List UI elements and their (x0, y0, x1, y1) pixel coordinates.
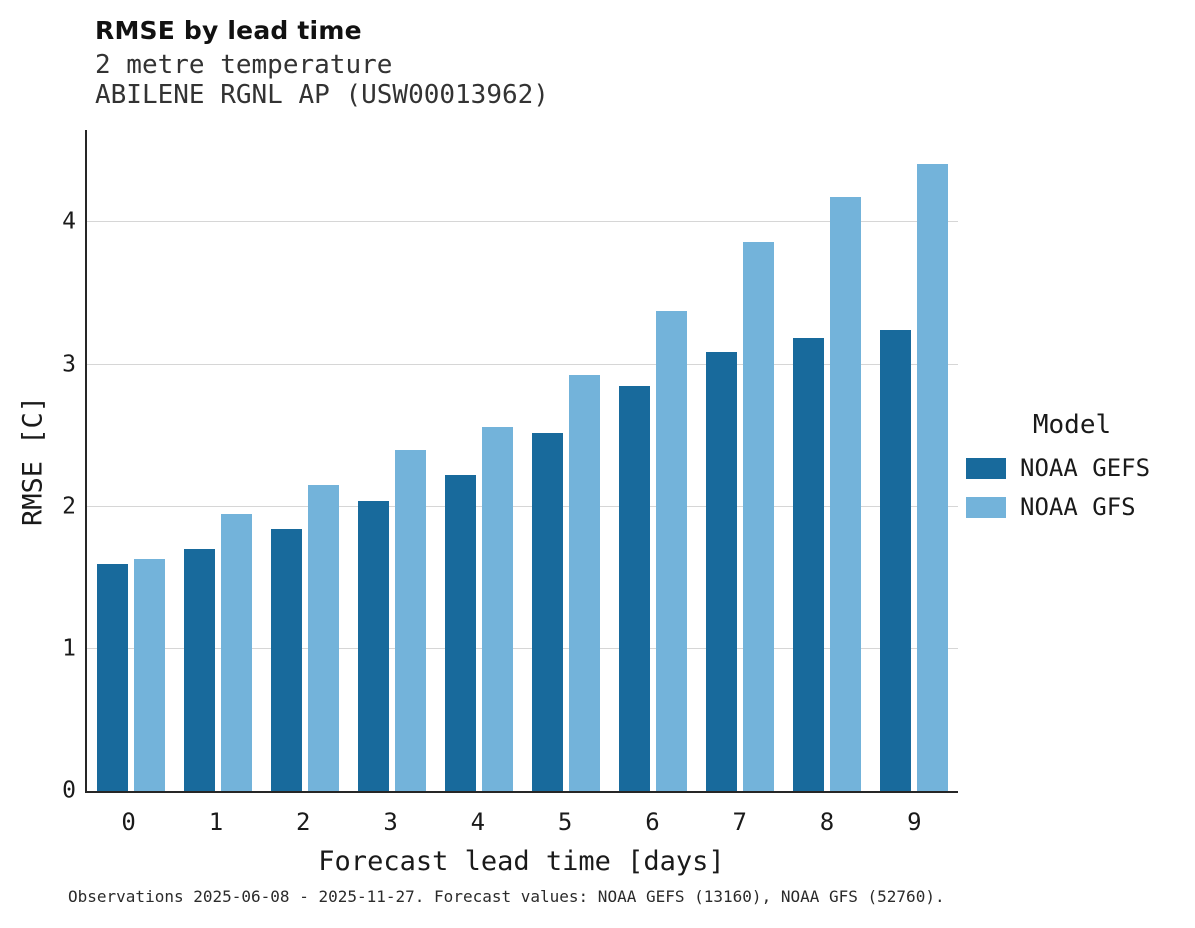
y-tick-label-0: 0 (62, 777, 76, 804)
bar-noaa-gefs-day-9 (880, 330, 912, 791)
plot-area: 0 1 2 3 4 (62, 130, 958, 802)
bar-noaa-gfs-day-6 (656, 310, 688, 791)
x-tick-label-3: 3 (383, 808, 398, 836)
chart-subtitle-variable: 2 metre temperature (95, 50, 393, 80)
bar-noaa-gefs-day-0 (96, 563, 128, 791)
legend-label: NOAA GFS (1020, 493, 1136, 521)
bar-group-day-0 (87, 130, 174, 791)
bar-noaa-gefs-day-2 (270, 529, 302, 791)
y-tick-label-3: 3 (62, 351, 76, 378)
chart-title: RMSE by lead time (95, 16, 362, 45)
gridline-y3 (87, 363, 958, 365)
y-tick-label-2: 2 (62, 493, 76, 520)
chart-subtitle-station: ABILENE RGNL AP (USW00013962) (95, 80, 549, 110)
y-tick-label-1: 1 (62, 635, 76, 662)
bar-group-day-1 (174, 130, 261, 791)
bar-noaa-gfs-day-9 (917, 164, 949, 791)
x-axis-ticks: 0 1 2 3 4 5 6 7 8 9 (85, 808, 958, 836)
bar-noaa-gfs-day-8 (830, 196, 862, 791)
bar-group-day-8 (784, 130, 871, 791)
y-axis-label: RMSE [C] (17, 395, 49, 527)
bar-noaa-gefs-day-4 (444, 475, 476, 791)
bar-noaa-gefs-day-6 (619, 385, 651, 791)
x-tick-label-4: 4 (470, 808, 486, 836)
legend-label: NOAA GEFS (1020, 454, 1151, 482)
bar-group-day-6 (610, 130, 697, 791)
bar-noaa-gefs-day-8 (793, 337, 825, 791)
x-tick-label-2: 2 (296, 808, 311, 836)
gridline-y1 (87, 647, 958, 649)
bar-noaa-gefs-day-5 (532, 432, 564, 791)
bar-group-day-7 (697, 130, 784, 791)
bar-group-day-2 (261, 130, 348, 791)
bar-noaa-gefs-day-7 (706, 351, 738, 791)
legend-swatch-icon (966, 496, 1006, 518)
legend: Model NOAA GEFS NOAA GFS (966, 410, 1178, 532)
bar-noaa-gfs-day-5 (569, 374, 601, 791)
legend-title: Model (1032, 410, 1112, 440)
gridline-y2 (87, 505, 958, 507)
legend-items: NOAA GEFS NOAA GFS (966, 454, 1178, 521)
bar-group-day-5 (522, 130, 609, 791)
legend-swatch-icon (966, 457, 1006, 479)
bar-noaa-gfs-day-3 (394, 449, 426, 791)
x-tick-label-7: 7 (732, 808, 747, 836)
bar-group-day-4 (435, 130, 522, 791)
x-axis-label: Forecast lead time [days] (318, 846, 725, 877)
x-tick-label-9: 9 (907, 808, 922, 836)
x-tick-label-6: 6 (645, 808, 660, 836)
legend-item-noaa-gefs: NOAA GEFS (966, 454, 1178, 482)
bar-group-day-3 (348, 130, 435, 791)
bar-noaa-gfs-day-7 (743, 242, 775, 791)
bar-group-day-9 (871, 130, 958, 791)
bar-noaa-gfs-day-4 (481, 427, 513, 791)
y-tick-label-4: 4 (62, 208, 76, 235)
x-tick-label-5: 5 (557, 808, 573, 836)
bar-noaa-gfs-day-0 (133, 559, 165, 791)
bar-noaa-gefs-day-1 (183, 549, 215, 791)
bar-noaa-gefs-day-3 (357, 501, 389, 791)
x-tick-label-1: 1 (208, 808, 224, 836)
footnote-caption: Observations 2025-06-08 - 2025-11-27. Fo… (68, 887, 945, 906)
bar-noaa-gfs-day-2 (307, 485, 339, 791)
bar-series (87, 130, 958, 791)
legend-item-noaa-gfs: NOAA GFS (966, 493, 1178, 521)
x-tick-label-0: 0 (121, 808, 136, 836)
bar-noaa-gfs-day-1 (220, 513, 252, 791)
gridline-y4 (87, 221, 958, 223)
x-tick-label-8: 8 (819, 808, 835, 836)
